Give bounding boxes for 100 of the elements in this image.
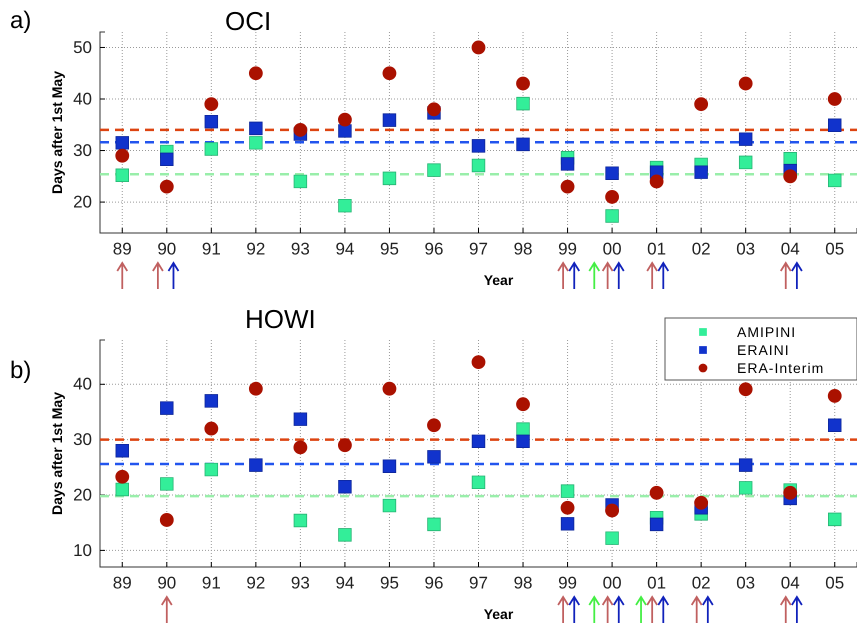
legend-label: ERAINI xyxy=(737,342,790,358)
x-tick-label: 02 xyxy=(692,574,711,593)
x-tick-label: 91 xyxy=(202,574,221,593)
point xyxy=(516,96,530,110)
x-tick-label: 01 xyxy=(647,574,666,593)
x-tick-label: 97 xyxy=(469,240,488,259)
point xyxy=(738,156,752,170)
point xyxy=(605,190,619,204)
x-tick-label: 92 xyxy=(246,240,266,259)
point xyxy=(560,517,574,531)
point xyxy=(249,136,263,150)
y-axis-title: Days after 1st May xyxy=(49,70,65,194)
x-axis-title: Year xyxy=(484,606,514,622)
y-tick-label: 20 xyxy=(73,192,92,212)
x-tick-label: 00 xyxy=(602,574,622,593)
point xyxy=(116,168,129,182)
point xyxy=(427,418,441,432)
point xyxy=(293,123,308,137)
x-tick-label: 95 xyxy=(380,574,399,593)
point xyxy=(204,394,218,408)
point xyxy=(472,139,486,153)
x-tick-label: 96 xyxy=(424,240,444,259)
point xyxy=(516,434,530,448)
point xyxy=(694,165,708,179)
x-tick-label: 99 xyxy=(558,574,578,593)
point xyxy=(650,174,664,188)
point xyxy=(427,450,441,464)
point xyxy=(738,76,753,90)
point xyxy=(338,528,352,542)
point xyxy=(294,412,308,426)
point xyxy=(694,97,708,112)
point xyxy=(472,434,486,448)
point xyxy=(116,444,129,458)
y-tick-label: 20 xyxy=(73,485,92,504)
point xyxy=(382,113,396,127)
point xyxy=(338,198,352,212)
y-tick-label: 40 xyxy=(73,374,92,394)
x-tick-label: 99 xyxy=(558,240,578,259)
x-tick-label: 92 xyxy=(246,574,266,593)
point xyxy=(427,102,441,116)
x-tick-label: 94 xyxy=(335,574,354,593)
point xyxy=(828,118,842,132)
point xyxy=(605,166,619,180)
x-tick-label: 97 xyxy=(469,574,488,593)
point xyxy=(605,209,619,223)
point xyxy=(516,422,530,436)
text: b) xyxy=(10,357,32,384)
point xyxy=(516,138,530,152)
point xyxy=(116,136,129,150)
x-tick-label: 05 xyxy=(825,240,844,259)
point xyxy=(694,496,708,510)
x-tick-label: 91 xyxy=(202,240,221,259)
point xyxy=(294,174,308,188)
point xyxy=(338,124,352,138)
y-tick-label: 30 xyxy=(73,140,92,160)
x-tick-label: 95 xyxy=(380,240,399,259)
point xyxy=(738,481,752,495)
x-tick-label: 00 xyxy=(602,240,622,259)
x-tick-label: 04 xyxy=(780,240,800,259)
point xyxy=(116,482,129,496)
point xyxy=(293,440,308,454)
point xyxy=(828,418,842,432)
point xyxy=(204,97,218,112)
x-tick-label: 96 xyxy=(424,574,444,593)
x-tick-label: 94 xyxy=(335,240,354,259)
point xyxy=(516,76,530,90)
point xyxy=(472,158,486,172)
text: a) xyxy=(10,7,32,34)
x-tick-label: 03 xyxy=(736,240,756,259)
point xyxy=(560,484,574,498)
x-tick-label: 98 xyxy=(514,240,532,259)
point xyxy=(828,92,842,106)
point xyxy=(115,470,130,484)
x-tick-label: 03 xyxy=(736,574,756,593)
point xyxy=(160,513,174,527)
x-tick-label: 01 xyxy=(647,240,666,259)
point xyxy=(204,422,218,436)
point xyxy=(382,172,396,186)
point xyxy=(828,512,842,526)
point xyxy=(382,460,396,473)
y-tick-label: 10 xyxy=(73,540,92,560)
point xyxy=(738,132,752,146)
x-tick-label: 05 xyxy=(825,574,844,593)
x-tick-label: 02 xyxy=(692,240,711,259)
point xyxy=(783,169,798,184)
point xyxy=(338,480,352,494)
point xyxy=(204,462,218,476)
point xyxy=(560,500,574,515)
point xyxy=(828,389,842,403)
point xyxy=(650,518,664,532)
point xyxy=(783,152,797,166)
point xyxy=(204,142,218,156)
point xyxy=(204,114,218,128)
y-tick-label: 30 xyxy=(73,430,92,450)
x-tick-label: 93 xyxy=(290,240,310,259)
point xyxy=(338,438,352,452)
chart-title: HOWI xyxy=(245,304,316,334)
point xyxy=(472,476,486,490)
point xyxy=(382,66,396,80)
point xyxy=(160,477,174,491)
